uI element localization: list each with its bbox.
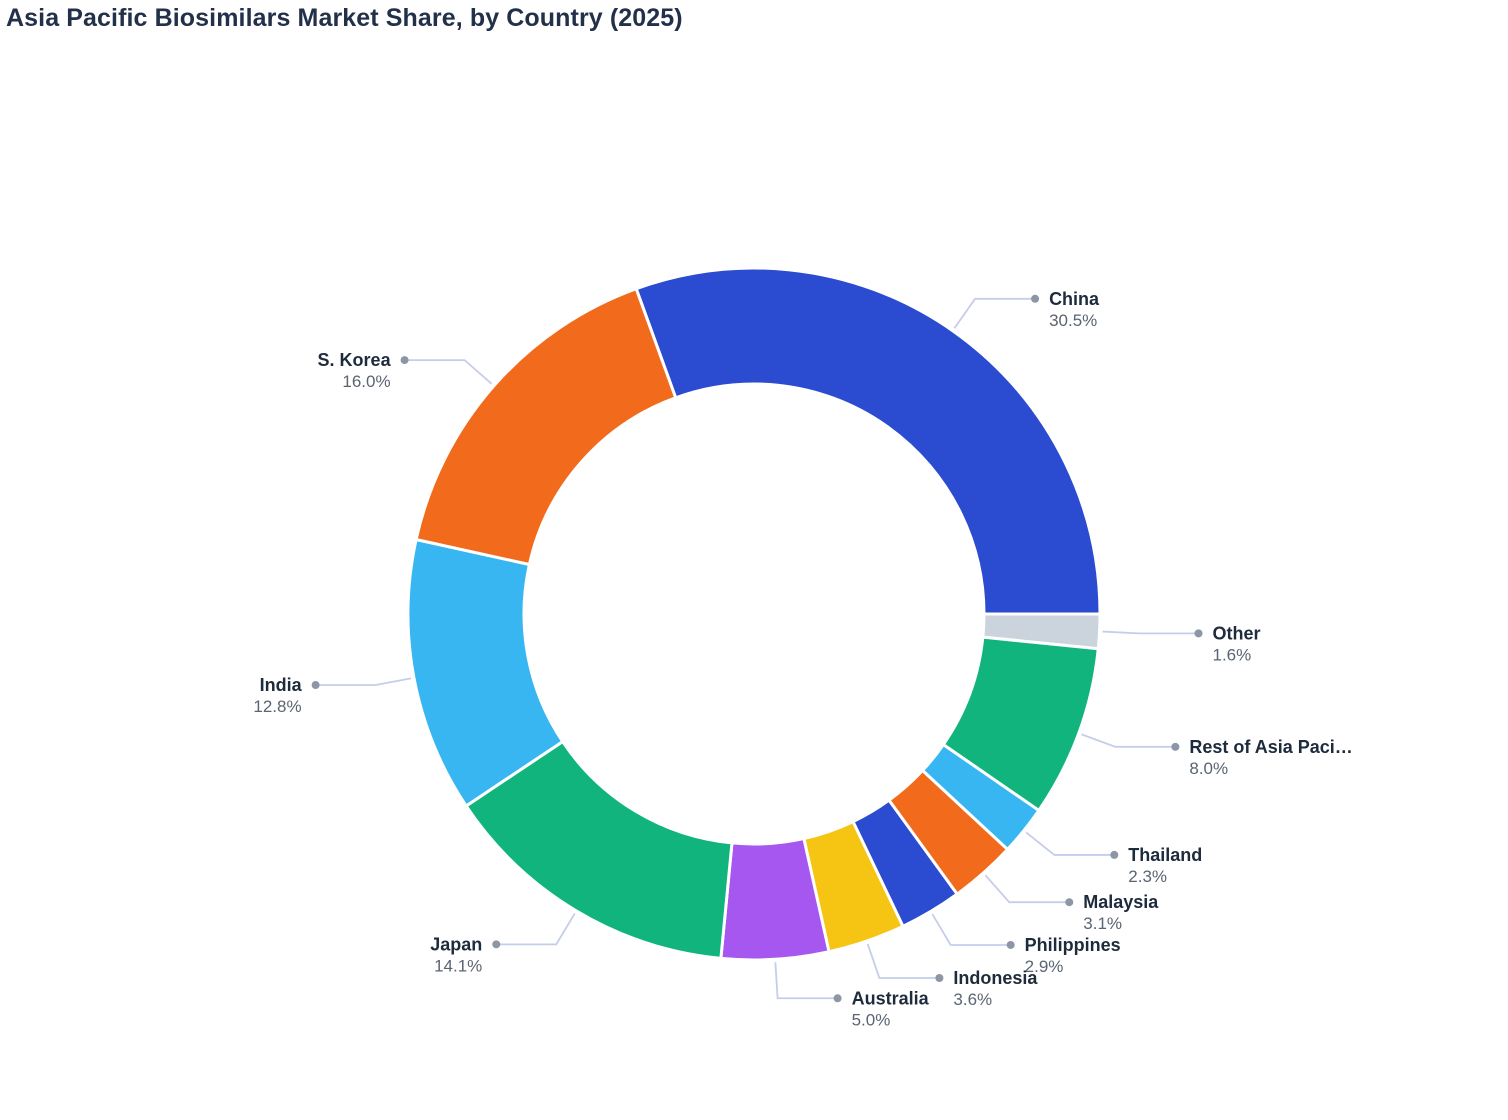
leader-dot-malaysia (1065, 898, 1074, 907)
slice-label-rest-of-asia-paci: Rest of Asia Paci… (1189, 737, 1352, 757)
donut-labels: China 30.5% Other 1.6% Rest of Asia Paci… 8.0… (253, 289, 1352, 1029)
slice-value-indonesia: 3.6% (953, 990, 992, 1009)
slice-value-rest-of-asia-paci: 8.0% (1189, 759, 1228, 778)
slice-value-india: 12.8% (253, 697, 301, 716)
slice-value-philippines: 2.9% (1025, 957, 1064, 976)
leader-dot-japan (492, 940, 501, 949)
leader-line-japan (496, 912, 576, 946)
leader-dot-thailand (1110, 850, 1119, 859)
leader-line-india (315, 677, 412, 686)
chart-title: Asia Pacific Biosimilars Market Share, b… (6, 4, 683, 32)
slice-s-korea[interactable] (414, 287, 678, 566)
slice-value-china: 30.5% (1049, 311, 1097, 330)
slice-label-philippines: Philippines (1025, 935, 1121, 955)
slice-label-indonesia: Indonesia (953, 968, 1038, 988)
leader-dot-china (1031, 294, 1040, 303)
slice-label-india: India (260, 675, 303, 695)
leader-line-thailand (1025, 831, 1115, 856)
leader-dot-s-korea (400, 356, 409, 365)
leader-line-other (1102, 630, 1199, 635)
slice-value-s-korea: 16.0% (342, 372, 390, 391)
slice-label-s-korea: S. Korea (318, 350, 392, 370)
slice-label-australia: Australia (852, 988, 930, 1008)
leader-dot-australia (833, 994, 842, 1003)
leader-dot-philippines (1006, 940, 1015, 949)
leader-dot-other (1194, 629, 1203, 638)
slice-value-australia: 5.0% (852, 1010, 891, 1029)
donut-slices (406, 266, 1102, 962)
leader-line-indonesia (866, 943, 940, 979)
slice-label-thailand: Thailand (1128, 845, 1202, 865)
leader-dot-india (311, 681, 320, 690)
slice-label-malaysia: Malaysia (1083, 892, 1159, 912)
slice-label-china: China (1049, 289, 1100, 309)
slice-value-japan: 14.1% (434, 956, 482, 975)
leader-line-rest-of-asia-paci (1081, 733, 1176, 748)
leader-line-australia (774, 962, 838, 1000)
slice-label-japan: Japan (430, 934, 482, 954)
slice-value-other: 1.6% (1213, 645, 1252, 664)
leader-dot-rest-of-asia-paci (1171, 742, 1180, 751)
leader-line-philippines (931, 913, 1011, 946)
leader-dot-indonesia (935, 974, 944, 983)
slice-value-malaysia: 3.1% (1083, 914, 1122, 933)
leader-line-malaysia (984, 874, 1070, 904)
leader-line-s-korea (404, 359, 493, 385)
slice-value-thailand: 2.3% (1128, 867, 1167, 886)
slice-label-other: Other (1213, 623, 1261, 643)
slice-china[interactable] (634, 266, 1102, 616)
leader-line-china (953, 297, 1036, 329)
